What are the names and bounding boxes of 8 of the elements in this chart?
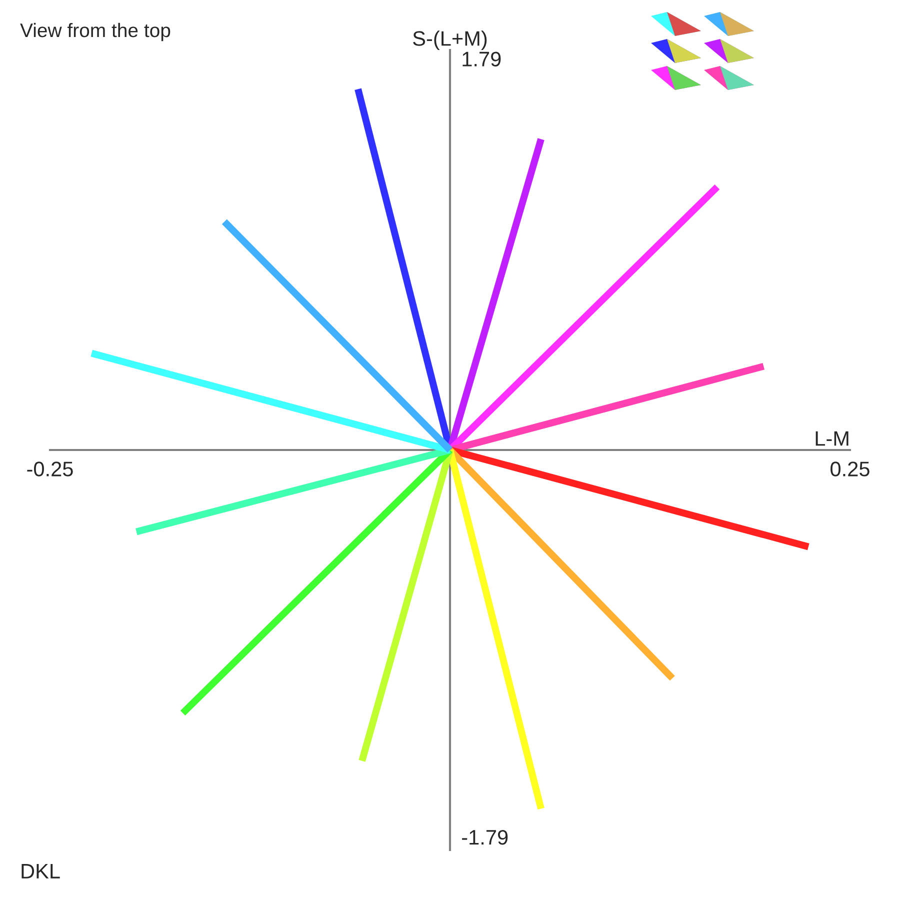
x-tick-label: 0.25 — [830, 462, 870, 476]
x-axis-title: L-M — [816, 431, 848, 446]
y-tick-label: -1.79 — [462, 830, 508, 845]
y-axis-title: S-(L+M) — [413, 30, 487, 50]
x-tick-label: -0.25 — [27, 462, 73, 476]
text: DKL — [22, 864, 60, 878]
chart-title: View from the top — [20, 22, 170, 42]
y-tick-label: 1.79 — [462, 52, 501, 66]
